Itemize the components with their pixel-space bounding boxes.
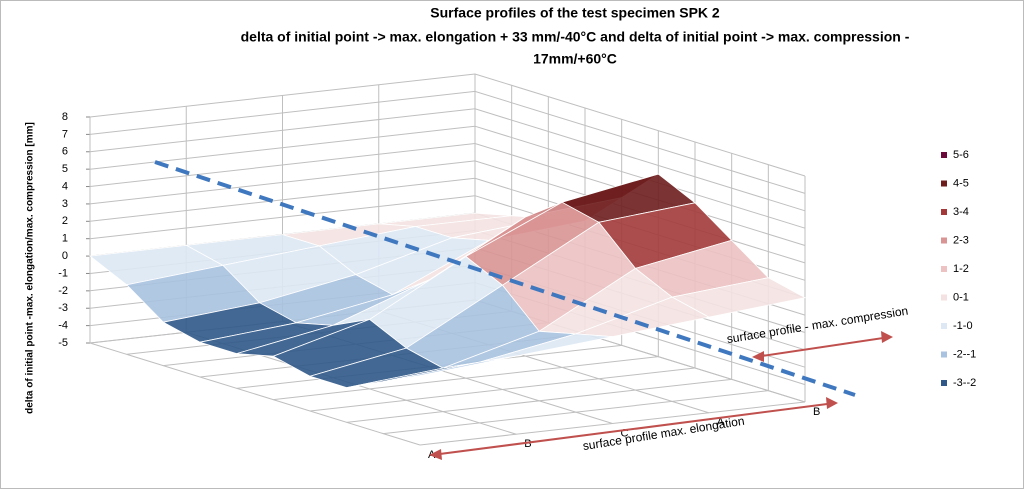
z-tick-label: 2 (62, 215, 68, 227)
z-tick-label: -2 (58, 285, 68, 297)
z-tick-label: 8 (62, 111, 68, 123)
chart-title: delta of initial point -> max. elongatio… (241, 29, 910, 45)
floor-line (273, 356, 659, 401)
legend-label: -3--2 (953, 377, 976, 389)
z-tick-label: 4 (62, 180, 68, 192)
surface-facet (383, 355, 517, 382)
legend-label: 5-6 (953, 149, 969, 161)
legend-label: -1-0 (953, 320, 973, 332)
z-tick-label: -5 (58, 337, 68, 349)
z-tick-label: 3 (62, 198, 68, 210)
legend-label: 0-1 (953, 291, 969, 303)
z-tick-label: 6 (62, 146, 68, 158)
legend-swatch (941, 351, 947, 358)
arrow-head (826, 397, 838, 409)
legend-swatch (941, 323, 947, 329)
z-tick-label: 0 (62, 250, 68, 262)
legend-label: 2-3 (953, 234, 969, 246)
z-tick-label: -1 (58, 267, 68, 279)
legend-label: 4-5 (953, 177, 969, 189)
legend-swatch (941, 209, 947, 215)
depth-label: C (621, 427, 629, 439)
legend-swatch (941, 180, 947, 187)
arrow-head (752, 351, 764, 362)
chart-title: Surface profiles of the test specimen SP… (430, 5, 720, 21)
legend-swatch (941, 294, 947, 301)
floor-line (89, 342, 421, 446)
dashed-line (154, 160, 856, 397)
z-tick-label: 1 (62, 233, 68, 245)
floor-line (419, 401, 806, 446)
legend-label: 1-2 (953, 263, 969, 275)
z-axis-label: delta of initial point -max. elongation/… (25, 122, 36, 414)
z-tick-label: -3 (58, 302, 68, 314)
legend-swatch (941, 152, 947, 158)
depth-label: B (524, 438, 531, 450)
arrow-head (429, 449, 442, 460)
legend-swatch (941, 237, 947, 244)
title-block: Surface profiles of the test specimen SP… (241, 5, 910, 67)
floor-line (346, 378, 732, 423)
legend-label: 3-4 (953, 206, 969, 218)
surface: ABCAB (88, 173, 820, 461)
arrow (431, 402, 836, 456)
z-tick-label: 5 (62, 163, 68, 175)
z-tick-label: -4 (58, 320, 68, 332)
legend-label: -2--1 (953, 348, 976, 360)
legend-swatch (941, 380, 947, 386)
legend: 5-6 4-5 3-4 2-3 1-2 0-1 -1-0 -2--1 -3--2 (941, 149, 976, 389)
floor-line (383, 390, 769, 435)
legend-swatch (941, 266, 947, 272)
depth-label: A (717, 417, 725, 429)
floor-line (309, 367, 696, 412)
arrow (754, 336, 891, 358)
arrow-head (881, 331, 893, 343)
depth-label: B (813, 406, 820, 418)
z-tick-label: 7 (62, 128, 68, 140)
chart-title: 17mm/+60°C (533, 51, 617, 67)
